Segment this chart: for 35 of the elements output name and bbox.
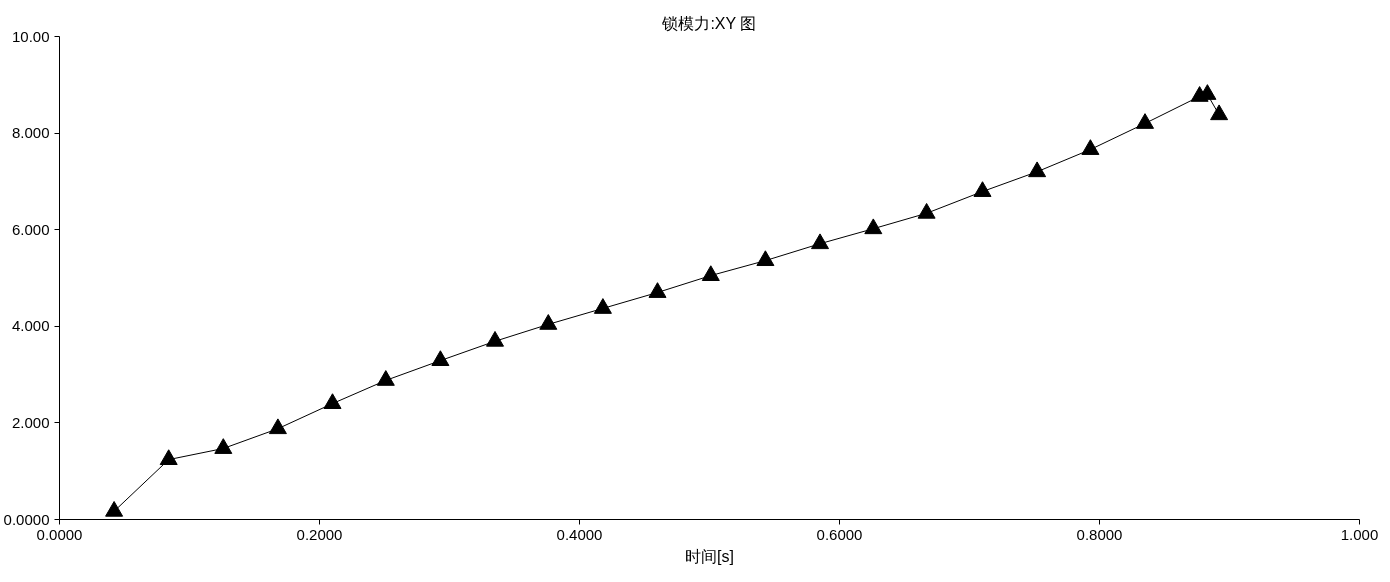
x-tick-label: 0.4000: [556, 525, 603, 543]
x-axis-title: 时间[s]: [685, 547, 734, 565]
point: [1210, 104, 1229, 121]
point: [864, 218, 883, 235]
point: [917, 202, 936, 219]
x-tick-label: 0.8000: [1076, 525, 1123, 543]
point: [105, 500, 124, 517]
point: [159, 449, 178, 466]
y-tick-label: 6.000: [11, 220, 50, 238]
point: [1028, 161, 1047, 178]
point: [811, 233, 829, 250]
point: [701, 265, 720, 281]
y-tick-label: 10.00: [11, 27, 50, 45]
y-tick-label: 8.000: [11, 124, 50, 142]
point: [1081, 139, 1100, 155]
y-tick-label: 4.000: [11, 317, 50, 335]
point: [431, 350, 450, 366]
point: [756, 250, 775, 267]
point: [323, 393, 342, 409]
point: [376, 370, 395, 386]
x-tick-label: 0.0000: [36, 525, 83, 543]
x-tick-label: 0.2000: [296, 525, 343, 543]
point: [973, 181, 992, 197]
x-tick-label: 0.6000: [816, 525, 863, 543]
y-tick-label: 0.0000: [3, 510, 50, 528]
point: [539, 314, 558, 330]
point: [1136, 113, 1154, 129]
point: [593, 298, 612, 314]
point: [214, 438, 233, 454]
point: [268, 418, 287, 435]
y-tick-label: 2.000: [11, 413, 50, 431]
point: [648, 282, 667, 298]
point: [486, 330, 504, 347]
chart-title: 锁模力:XY 图: [661, 14, 757, 32]
x-tick-label: 1.000: [1340, 525, 1379, 543]
